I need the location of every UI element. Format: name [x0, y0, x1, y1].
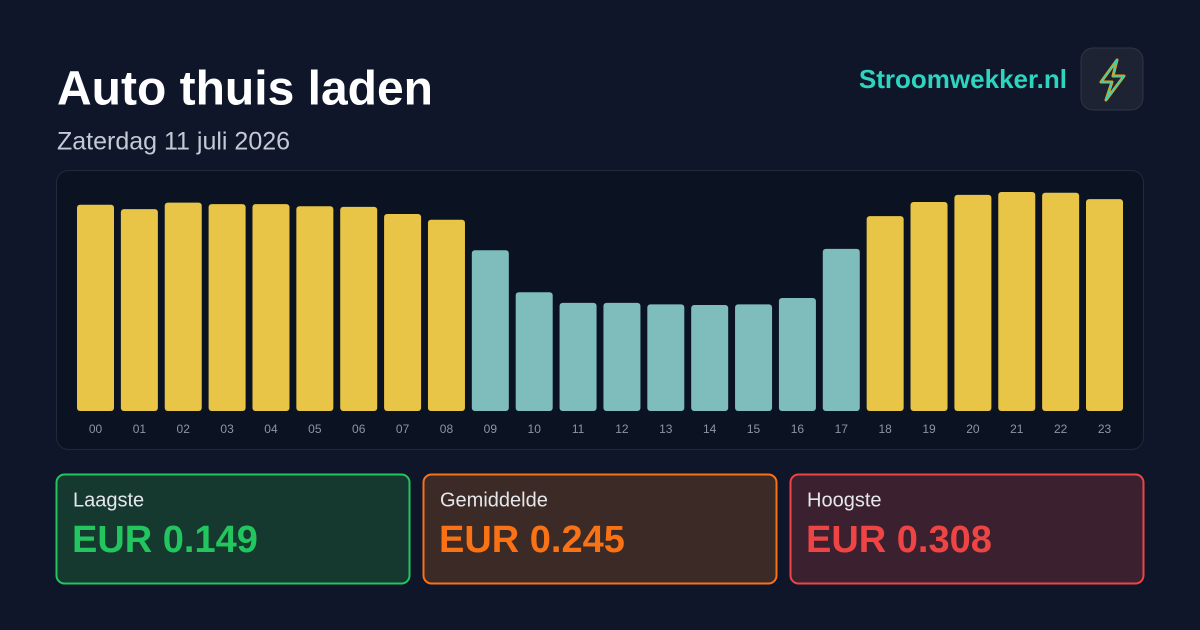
x-tick-label: 20 [966, 422, 980, 436]
bar [866, 216, 904, 411]
bar [296, 206, 334, 411]
bar [735, 304, 773, 411]
bar [910, 201, 948, 411]
bar [120, 209, 158, 411]
bar [384, 214, 422, 411]
x-tick-label: 15 [747, 422, 761, 436]
bar [691, 305, 729, 411]
stat-label: Gemiddelde [440, 489, 548, 511]
x-tick-label: 12 [615, 422, 629, 436]
bar [471, 250, 509, 411]
bar [427, 219, 465, 411]
x-tick-label: 10 [528, 422, 542, 436]
bar [603, 302, 641, 411]
title: Auto thuis laden [57, 63, 433, 116]
stat-label: Laagste [73, 489, 144, 511]
stat-card [55, 473, 411, 585]
bar [998, 192, 1036, 411]
bar [208, 204, 246, 411]
stats: Laagste EUR 0.149 Gemiddelde EUR 0.245 Hoogs… [55, 473, 1145, 585]
x-tick-label: 14 [703, 422, 717, 436]
bar [954, 194, 992, 411]
x-tick-label: 04 [264, 422, 278, 436]
bars: 00 01 02 03 04 05 06 07 08 09 10 11 12 13 14 15 16 17 18 19… [77, 192, 1124, 436]
x-tick-label: 00 [89, 422, 103, 436]
stat-value: EUR 0.149 [72, 519, 258, 561]
x-tick-label: 21 [1010, 422, 1024, 436]
bar [77, 204, 114, 411]
stat-card [422, 473, 778, 585]
x-tick-label: 07 [396, 422, 410, 436]
x-tick-label: 23 [1098, 422, 1112, 436]
stat-value: EUR 0.308 [806, 519, 992, 561]
x-tick-label: 08 [440, 422, 454, 436]
x-tick-label: 22 [1054, 422, 1068, 436]
brand-icon [1080, 47, 1144, 111]
bar [164, 202, 202, 411]
x-tick-label: 06 [352, 422, 366, 436]
bar [252, 204, 290, 411]
x-tick-label: 19 [922, 422, 936, 436]
bar [515, 292, 553, 411]
stat-card [789, 473, 1145, 585]
x-tick-label: 17 [835, 422, 849, 436]
bar [340, 206, 378, 411]
x-tick-label: 01 [133, 422, 147, 436]
stat-label: Hoogste [807, 489, 882, 511]
bar [1086, 199, 1124, 411]
bolt [1100, 59, 1125, 101]
x-tick-label: 18 [878, 422, 892, 436]
bar [778, 297, 816, 411]
x-tick-label: 09 [484, 422, 498, 436]
bar [822, 248, 860, 411]
stat-value: EUR 0.245 [439, 519, 625, 561]
x-tick-label: 05 [308, 422, 322, 436]
x-tick-label: 11 [572, 422, 585, 436]
bar [647, 304, 685, 411]
x-tick-label: 03 [220, 422, 234, 436]
x-tick-label: 02 [177, 422, 191, 436]
bar [559, 302, 597, 411]
subtitle: Zaterdag 11 juli 2026 [57, 128, 290, 156]
bar [1042, 192, 1080, 411]
x-tick-label: 13 [659, 422, 673, 436]
brand: Stroomwekker.nl [859, 64, 1067, 94]
x-tick-label: 16 [791, 422, 805, 436]
